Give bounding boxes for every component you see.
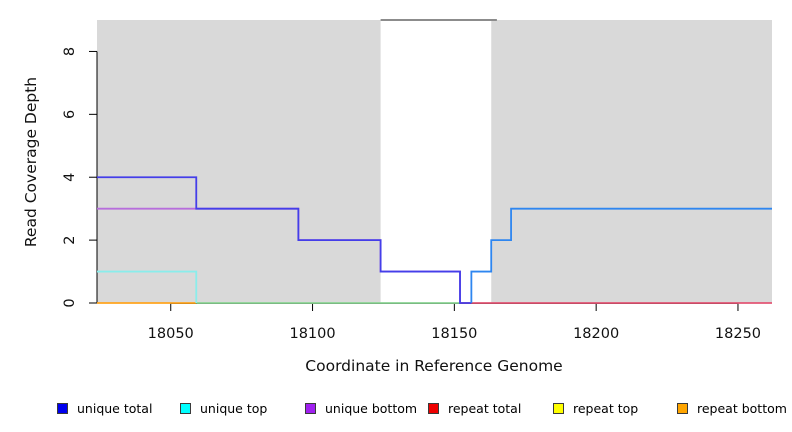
series-line-unique-top	[97, 270, 198, 303]
plot-generated-layer: 0 2 4 6 8 18050 18100 18150 18200 18250	[62, 19, 772, 342]
x-tick-label: 18050	[148, 326, 194, 342]
x-tick-label: 18250	[715, 326, 761, 342]
legend-label: repeat total	[448, 401, 522, 416]
legend-label: repeat bottom	[697, 401, 787, 416]
legend-item: unique top	[180, 401, 267, 416]
legend-item: unique total	[57, 401, 152, 416]
shaded-region-right	[491, 20, 772, 303]
legend-item: repeat total	[428, 401, 521, 416]
series-line-total-right	[470, 207, 772, 303]
series-line-unique-total	[97, 176, 472, 304]
y-tick-label: 6	[62, 110, 78, 119]
legend-item: unique bottom	[305, 401, 417, 416]
legend-swatch	[180, 403, 191, 414]
coverage-plot-svg: 0 2 4 6 8 18050 18100 18150 18200 18250 Coordinat…	[22, 19, 772, 375]
legend-label: unique top	[200, 401, 268, 416]
legend-label: repeat top	[573, 401, 639, 416]
x-tick-label: 18200	[573, 326, 619, 342]
y-tick-label: 2	[62, 235, 78, 244]
legend-label: unique bottom	[325, 401, 418, 416]
legend-label: unique total	[77, 401, 153, 416]
x-axis-label: Coordinate in Reference Genome	[305, 357, 562, 375]
y-axis-label: Read Coverage Depth	[22, 77, 40, 247]
legend-swatch	[57, 403, 68, 414]
legend-swatch	[305, 403, 316, 414]
x-tick-label: 18150	[431, 326, 477, 342]
x-tick-label: 18100	[289, 326, 335, 342]
legend-item: repeat bottom	[677, 401, 787, 416]
y-tick-label: 4	[62, 173, 78, 182]
y-tick-label: 0	[62, 298, 78, 307]
legend-item: repeat top	[553, 401, 638, 416]
shaded-region-left	[97, 20, 381, 303]
y-tick-label: 8	[62, 47, 78, 56]
legend-swatch	[677, 403, 688, 414]
legend-swatch	[428, 403, 439, 414]
legend-swatch	[553, 403, 564, 414]
